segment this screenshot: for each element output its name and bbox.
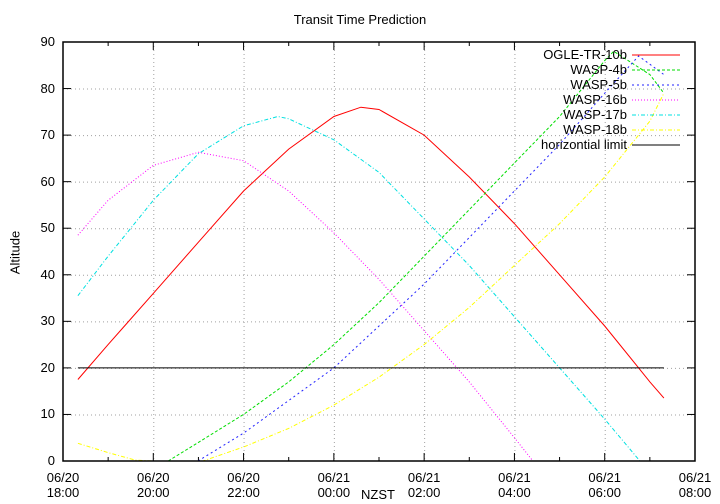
y-tick-label: 30 — [40, 313, 55, 329]
y-tick-label: 80 — [40, 80, 55, 96]
x-tick-label: 06/20 18:00 — [46, 470, 80, 500]
x-tick-label: 06/21 06:00 — [588, 470, 621, 500]
y-tick-label: 90 — [40, 34, 55, 49]
y-axis-label: Altitude — [7, 230, 23, 275]
y-tick-label: 20 — [40, 359, 55, 375]
legend-entry-label: WASP-16b — [563, 92, 627, 107]
legend-entry-label: WASP-5b — [570, 77, 627, 92]
x-tick-label: 06/21 08:00 — [678, 470, 712, 500]
series-line-wasp-16b — [77, 151, 534, 462]
series-line-wasp-4b — [167, 50, 665, 462]
y-tick-label: 0 — [47, 453, 55, 468]
x-tick-label: 06/21 04:00 — [498, 470, 531, 500]
x-tick-label: 06/20 20:00 — [137, 470, 170, 500]
y-tick-label: 60 — [40, 173, 55, 189]
series-line-wasp-17b — [77, 115, 641, 462]
y-tick-label: 70 — [40, 127, 55, 143]
x-tick-label: 06/21 02:00 — [407, 470, 441, 500]
series-line-ogle-tr-10b — [77, 106, 665, 399]
x-tick-label: 06/21 00:00 — [317, 470, 351, 500]
legend-entry-label: WASP-17b — [563, 107, 627, 122]
y-tick-label: 10 — [40, 406, 55, 422]
legend-entry-label: WASP-4b — [570, 62, 627, 77]
y-tick-label: 40 — [40, 266, 55, 282]
legend-entry-label: OGLE-TR-10b — [543, 47, 627, 62]
legend-entry-label: WASP-18b — [563, 122, 627, 137]
chart-title: Transit Time Prediction — [293, 12, 427, 27]
series-line-wasp-5b — [197, 55, 665, 462]
x-axis-label: NZST — [361, 487, 395, 502]
legend-entry-label: horizontial limit — [541, 137, 627, 152]
x-tick-label: 06/20 22:00 — [227, 470, 260, 500]
y-tick-label: 50 — [40, 220, 55, 236]
plot-border — [62, 41, 696, 462]
